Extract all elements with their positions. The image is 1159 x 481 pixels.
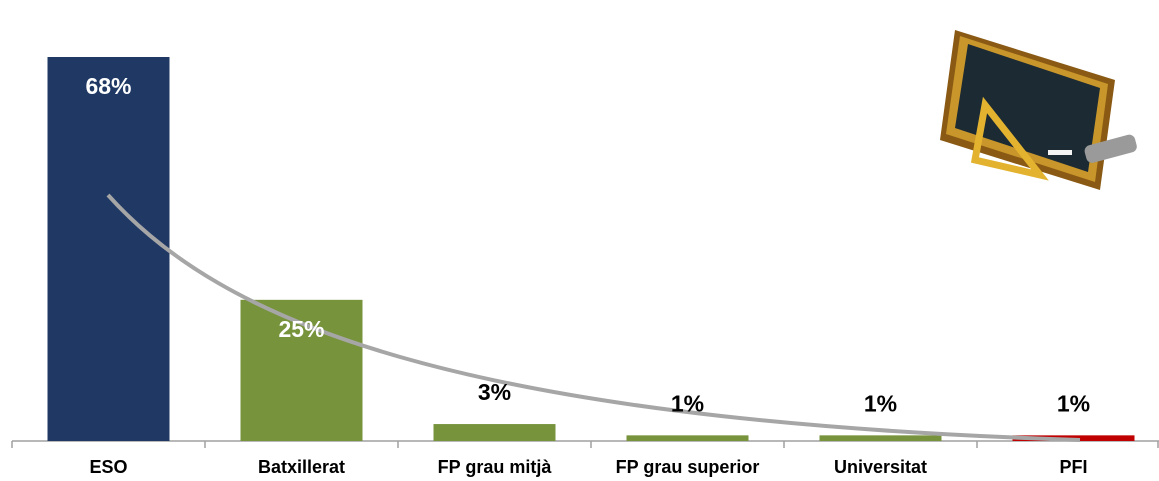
bar [433,424,556,441]
value-label: 1% [671,390,704,416]
x-tick-label: Universitat [834,457,927,477]
value-label: 68% [85,73,131,99]
trend-curve [106,193,1081,442]
x-tick-label: FP grau mitjà [438,457,553,477]
bar [626,435,749,441]
value-label: 1% [864,390,897,416]
bar [819,435,942,441]
value-label: 25% [278,316,324,342]
x-tick-label: FP grau superior [616,457,760,477]
value-label: 1% [1057,390,1090,416]
x-tick-label: PFI [1059,457,1087,477]
value-label: 3% [478,379,511,405]
chalkboard-icon [940,30,1137,190]
x-tick-label: ESO [89,457,127,477]
bar [47,57,170,441]
x-tick-label: Batxillerat [258,457,345,477]
